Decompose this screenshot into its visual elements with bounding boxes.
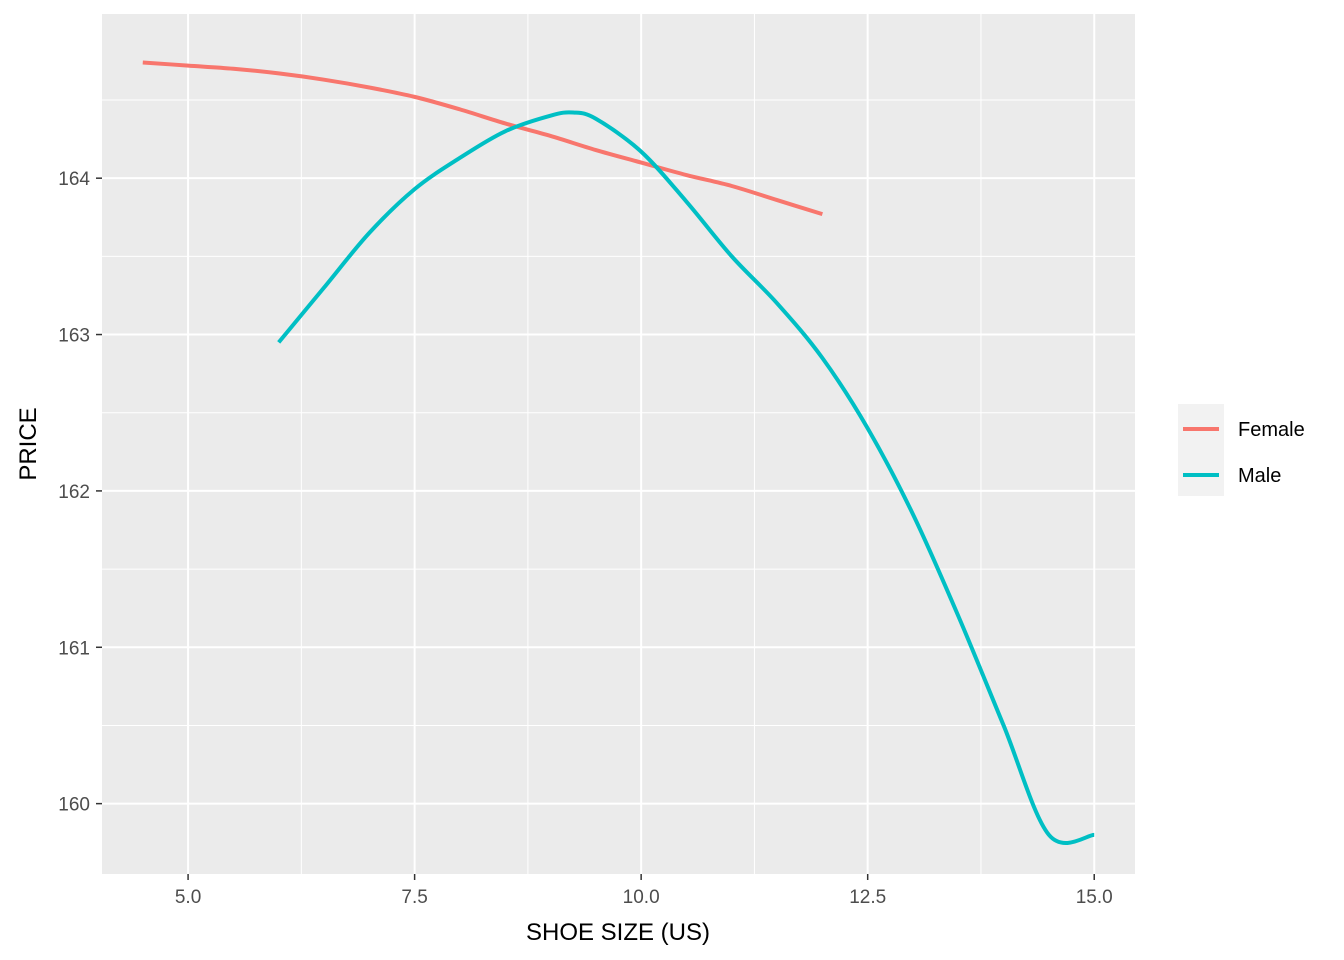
x-axis-title: SHOE SIZE (US) (526, 919, 710, 946)
x-tick-label: 10.0 (623, 887, 660, 908)
x-axis-ticks: 5.0 7.5 10.0 12.5 15.0 (175, 874, 1113, 908)
y-tick-label: 161 (58, 638, 90, 659)
series-line-male (277, 110, 1095, 845)
x-tick-label: 7.5 (401, 887, 427, 908)
y-tick-label: 160 (58, 795, 90, 816)
legend-label-female: Female (1238, 419, 1305, 441)
y-tick-label: 163 (58, 326, 90, 347)
x-tick-label: 15.0 (1076, 887, 1113, 908)
legend-key-background (1178, 404, 1224, 496)
grid-minor (74, 14, 1135, 874)
series-line-female (142, 60, 823, 217)
y-axis-ticks: 160 161 162 163 164 (58, 169, 102, 816)
grid-major (102, 14, 1135, 874)
y-tick-label: 164 (58, 169, 90, 190)
legend-label-male: Male (1238, 465, 1281, 487)
legend: Female Male (1178, 404, 1305, 496)
y-axis-title: PRICE (15, 407, 42, 480)
y-tick-label: 162 (58, 482, 90, 503)
x-tick-label: 12.5 (849, 887, 886, 908)
plot-panel (102, 14, 1135, 874)
series-layer (142, 60, 1095, 845)
x-tick-label: 5.0 (175, 887, 201, 908)
